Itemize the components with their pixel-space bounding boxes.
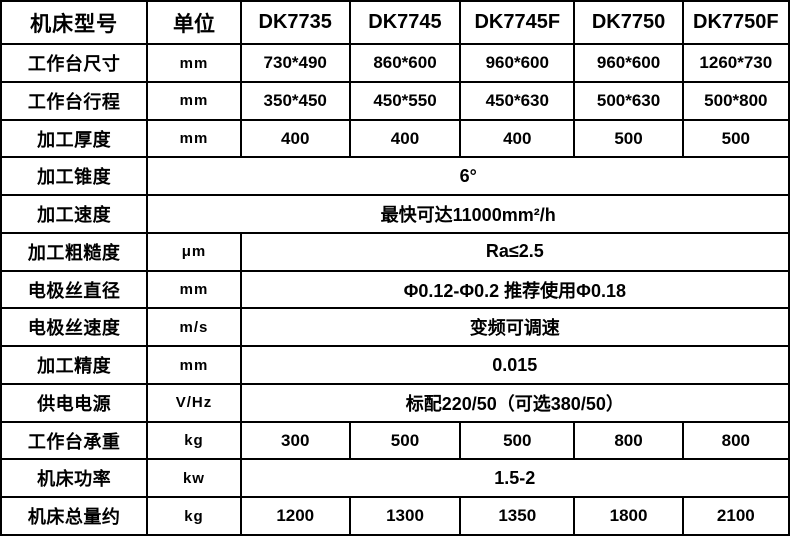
- table-row: 机床功率 kw 1.5-2: [0, 458, 790, 499]
- table-row: 工作台尺寸 mm 730*490 860*600 960*600 960*600…: [0, 43, 790, 83]
- table-row: 加工粗糙度 μm Ra≤2.5: [0, 231, 790, 272]
- header-model-dk7745: DK7745: [348, 0, 462, 46]
- row-unit: m/s: [146, 307, 242, 348]
- cell-value: 1260*730: [681, 43, 790, 83]
- row-label: 加工锥度: [0, 156, 149, 197]
- header-model-dk7750: DK7750: [573, 0, 684, 46]
- cell-value-span: Ra≤2.5: [239, 231, 790, 272]
- cell-value: 350*450: [239, 80, 351, 121]
- cell-value: 1350: [459, 496, 576, 536]
- cell-value-span: 最快可达11000mm²/h: [146, 194, 790, 234]
- cell-value-span: 0.015: [239, 345, 790, 385]
- table-row: 电极丝直径 mm Φ0.12-Φ0.2 推荐使用Φ0.18: [0, 269, 790, 310]
- row-unit: μm: [146, 231, 242, 272]
- row-unit: mm: [146, 345, 242, 385]
- header-unit-label: 单位: [146, 0, 242, 46]
- cell-value: 500: [348, 420, 462, 461]
- row-unit: mm: [146, 80, 242, 121]
- header-model-dk7735: DK7735: [239, 0, 351, 46]
- cell-value-span: 变频可调速: [239, 307, 790, 348]
- cell-value-span: 1.5-2: [239, 458, 790, 499]
- table-row: 机床总量约 kg 1200 1300 1350 1800 2100: [0, 496, 790, 536]
- header-model-dk7745f: DK7745F: [459, 0, 576, 46]
- cell-value-span: 标配220/50（可选380/50）: [239, 382, 790, 423]
- row-label: 加工粗糙度: [0, 231, 149, 272]
- row-unit: kg: [146, 420, 242, 461]
- cell-value: 800: [573, 420, 684, 461]
- cell-value: 450*630: [459, 80, 576, 121]
- table-row: 加工锥度 6°: [0, 156, 790, 197]
- table-row: 加工精度 mm 0.015: [0, 345, 790, 385]
- cell-value: 730*490: [239, 43, 351, 83]
- cell-value: 300: [239, 420, 351, 461]
- cell-value: 500: [573, 118, 684, 159]
- table-row: 电极丝速度 m/s 变频可调速: [0, 307, 790, 348]
- cell-value: 960*600: [573, 43, 684, 83]
- row-label: 工作台行程: [0, 80, 149, 121]
- cell-value: 2100: [681, 496, 790, 536]
- cell-value: 500*800: [681, 80, 790, 121]
- cell-value: 1200: [239, 496, 351, 536]
- table-header-row: 机床型号 单位 DK7735 DK7745 DK7745F DK7750 DK7…: [0, 0, 790, 46]
- row-label: 机床功率: [0, 458, 149, 499]
- row-label: 供电电源: [0, 382, 149, 423]
- table-row: 加工厚度 mm 400 400 400 500 500: [0, 118, 790, 159]
- cell-value: 400: [348, 118, 462, 159]
- row-label: 加工精度: [0, 345, 149, 385]
- table-row: 供电电源 V/Hz 标配220/50（可选380/50）: [0, 382, 790, 423]
- row-label: 工作台尺寸: [0, 43, 149, 83]
- table-row: 工作台行程 mm 350*450 450*550 450*630 500*630…: [0, 80, 790, 121]
- header-model-label: 机床型号: [0, 0, 149, 46]
- cell-value: 450*550: [348, 80, 462, 121]
- cell-value: 860*600: [348, 43, 462, 83]
- row-label: 加工厚度: [0, 118, 149, 159]
- cell-value: 1300: [348, 496, 462, 536]
- row-unit: kw: [146, 458, 242, 499]
- row-unit: mm: [146, 43, 242, 83]
- cell-value: 400: [459, 118, 576, 159]
- cell-value-span: Φ0.12-Φ0.2 推荐使用Φ0.18: [239, 269, 790, 310]
- row-unit: mm: [146, 118, 242, 159]
- row-unit: mm: [146, 269, 242, 310]
- header-model-dk7750f: DK7750F: [681, 0, 790, 46]
- cell-value: 1800: [573, 496, 684, 536]
- cell-value: 960*600: [459, 43, 576, 83]
- cell-value: 500: [459, 420, 576, 461]
- row-label: 电极丝速度: [0, 307, 149, 348]
- table-row: 加工速度 最快可达11000mm²/h: [0, 194, 790, 234]
- cell-value: 800: [681, 420, 790, 461]
- table-row: 工作台承重 kg 300 500 500 800 800: [0, 420, 790, 461]
- row-unit: V/Hz: [146, 382, 242, 423]
- row-label: 工作台承重: [0, 420, 149, 461]
- row-label: 机床总量约: [0, 496, 149, 536]
- cell-value-span: 6°: [146, 156, 790, 197]
- row-label: 电极丝直径: [0, 269, 149, 310]
- row-label: 加工速度: [0, 194, 149, 234]
- cell-value: 500: [681, 118, 790, 159]
- row-unit: kg: [146, 496, 242, 536]
- cell-value: 500*630: [573, 80, 684, 121]
- cell-value: 400: [239, 118, 351, 159]
